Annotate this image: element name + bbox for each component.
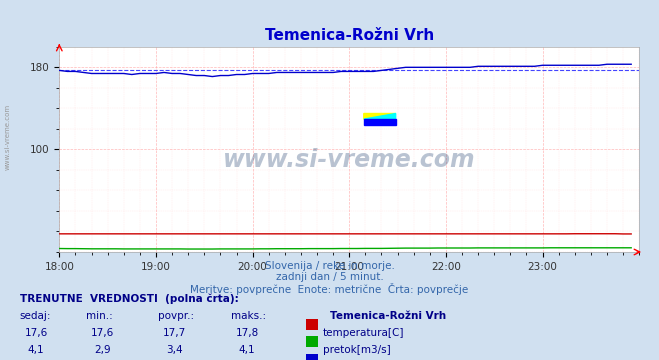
Text: 17,6: 17,6 xyxy=(90,328,114,338)
Text: 17,6: 17,6 xyxy=(24,328,48,338)
Polygon shape xyxy=(364,113,395,119)
Text: maks.:: maks.: xyxy=(231,311,266,321)
Text: zadnji dan / 5 minut.: zadnji dan / 5 minut. xyxy=(275,272,384,282)
Text: 17,7: 17,7 xyxy=(163,328,186,338)
Text: www.si-vreme.com: www.si-vreme.com xyxy=(5,104,11,170)
Text: Meritve: povprečne  Enote: metrične  Črta: povprečje: Meritve: povprečne Enote: metrične Črta:… xyxy=(190,283,469,294)
Title: Temenica-Rožni Vrh: Temenica-Rožni Vrh xyxy=(265,28,434,43)
Text: min.:: min.: xyxy=(86,311,113,321)
Polygon shape xyxy=(364,113,395,119)
Text: 17,8: 17,8 xyxy=(235,328,259,338)
Text: pretok[m3/s]: pretok[m3/s] xyxy=(323,345,391,355)
Text: TRENUTNE  VREDNOSTI  (polna črta):: TRENUTNE VREDNOSTI (polna črta): xyxy=(20,293,239,304)
Text: povpr.:: povpr.: xyxy=(158,311,194,321)
Text: sedaj:: sedaj: xyxy=(20,311,51,321)
Text: Temenica-Rožni Vrh: Temenica-Rožni Vrh xyxy=(330,311,445,321)
Text: 2,9: 2,9 xyxy=(94,345,111,355)
Text: 4,1: 4,1 xyxy=(28,345,45,355)
Text: Slovenija / reke in morje.: Slovenija / reke in morje. xyxy=(264,261,395,271)
Polygon shape xyxy=(364,119,395,125)
Text: temperatura[C]: temperatura[C] xyxy=(323,328,405,338)
Text: 4,1: 4,1 xyxy=(239,345,256,355)
Text: www.si-vreme.com: www.si-vreme.com xyxy=(223,148,476,172)
Text: 3,4: 3,4 xyxy=(166,345,183,355)
